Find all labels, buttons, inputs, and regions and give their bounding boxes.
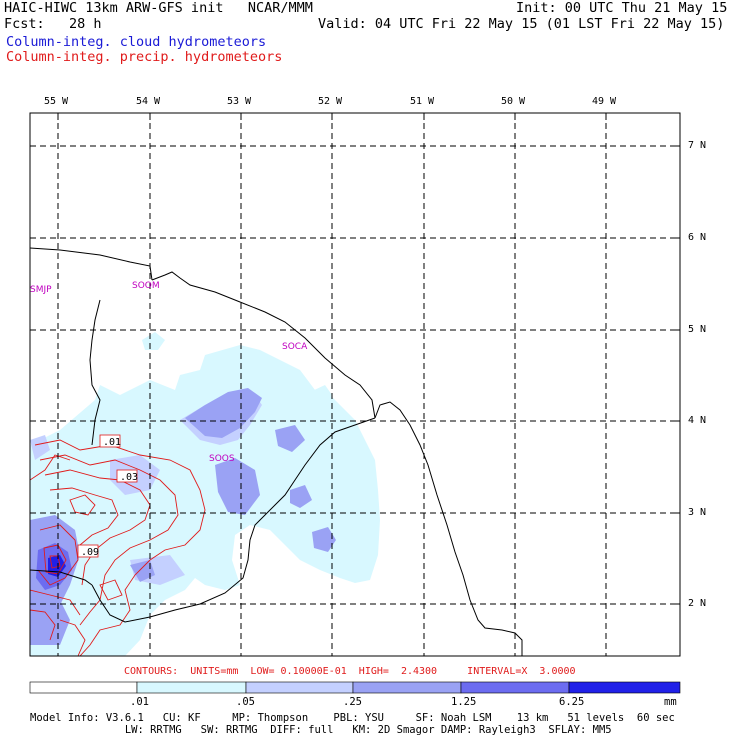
border-inland bbox=[89, 299, 101, 446]
contour-label-1: .01 bbox=[103, 437, 121, 448]
coast-north bbox=[30, 247, 153, 281]
contour-label-2: .03 bbox=[120, 472, 138, 483]
colorbar-label-3: .25 bbox=[343, 696, 362, 708]
lat-label-4n: 4 N bbox=[688, 415, 707, 426]
shade-light-east bbox=[310, 385, 332, 402]
contour-label-boxes bbox=[77, 434, 138, 558]
station-soos: SOOS bbox=[209, 454, 235, 464]
colorbar-label-4: 1.25 bbox=[451, 696, 477, 708]
coastlines bbox=[30, 247, 523, 656]
contour-inner-2 bbox=[37, 524, 79, 586]
contour-inner-4 bbox=[49, 555, 61, 569]
contour-inner-1 bbox=[69, 494, 96, 516]
contour-4 bbox=[49, 487, 119, 546]
lon-label-49w: 49 W bbox=[592, 96, 617, 107]
shade-strong-h bbox=[130, 560, 155, 582]
frame-ticks bbox=[57, 113, 680, 605]
footer-model-info: Model Info: V3.6.1 CU: KF MP: Thompson P… bbox=[30, 712, 675, 724]
lat-label-6n: 6 N bbox=[688, 232, 707, 243]
colorbar-label-2: .05 bbox=[236, 696, 255, 708]
lon-label-51w: 51 W bbox=[410, 96, 435, 107]
contour-sw bbox=[30, 589, 81, 616]
coast-amapa bbox=[374, 401, 523, 656]
lon-label-52w: 52 W bbox=[318, 96, 343, 107]
lon-label-53w: 53 W bbox=[227, 96, 252, 107]
init-time: Init: 00 UTC Thu 21 May 15 bbox=[516, 0, 728, 16]
contour-outer-w bbox=[30, 454, 71, 481]
precip-contours bbox=[30, 439, 206, 656]
shade-light-north bbox=[142, 332, 165, 350]
lat-label-2n: 2 N bbox=[688, 598, 707, 609]
contour-label-3: .09 bbox=[81, 547, 99, 558]
shade-strong-a bbox=[185, 388, 262, 438]
footer-physics-info: LW: RRTMG SW: RRTMG DIFF: full KM: 2D Sm… bbox=[30, 724, 612, 736]
contour-s bbox=[59, 619, 86, 656]
shade-strong-c bbox=[275, 425, 305, 452]
shade-strong-b bbox=[215, 458, 260, 515]
border-suriname bbox=[151, 271, 376, 419]
contour-small bbox=[99, 579, 123, 601]
station-smjp: SMJP bbox=[30, 285, 52, 295]
shade-light-main bbox=[30, 345, 380, 656]
border-brazil bbox=[91, 417, 376, 623]
contour-2 bbox=[39, 454, 179, 626]
lat-label-7n: 7 N bbox=[688, 140, 707, 151]
forecast-hour: Fcst: 28 h bbox=[4, 16, 102, 32]
shade-strong-d bbox=[290, 485, 312, 508]
colorbar bbox=[29, 681, 681, 694]
shade-mid-a bbox=[30, 435, 50, 460]
station-soom: SOOM bbox=[132, 281, 160, 291]
colorbar-units: mm bbox=[664, 696, 677, 708]
lon-label-55w: 55 W bbox=[44, 96, 69, 107]
colorbar-label-5: 6.25 bbox=[559, 696, 585, 708]
station-soca: SOCA bbox=[282, 342, 308, 352]
contour-info: CONTOURS: UNITS=mm LOW= 0.10000E-01 HIGH… bbox=[124, 666, 576, 677]
map-frame bbox=[29, 112, 681, 657]
contour-inner-3 bbox=[43, 544, 67, 575]
model-title: HAIC-HIWC 13km ARW-GFS init NCAR/MMM bbox=[4, 0, 313, 16]
lon-label-54w: 54 W bbox=[136, 96, 161, 107]
contour-sw-2 bbox=[30, 609, 56, 641]
lat-lon-grid bbox=[30, 113, 680, 656]
shade-strong-e bbox=[312, 527, 336, 552]
lat-label-5n: 5 N bbox=[688, 324, 707, 335]
shaded-cloud-field bbox=[30, 332, 380, 656]
cloud-field-label: Column-integ. cloud hydrometeors bbox=[6, 34, 267, 50]
colorbar-label-1: .01 bbox=[130, 696, 149, 708]
border-guyana bbox=[30, 569, 93, 586]
lon-label-50w: 50 W bbox=[501, 96, 526, 107]
valid-time: Valid: 04 UTC Fri 22 May 15 (01 LST Fri … bbox=[318, 16, 725, 32]
precip-field-label: Column-integ. precip. hydrometeors bbox=[6, 49, 283, 65]
lat-label-3n: 3 N bbox=[688, 507, 707, 518]
